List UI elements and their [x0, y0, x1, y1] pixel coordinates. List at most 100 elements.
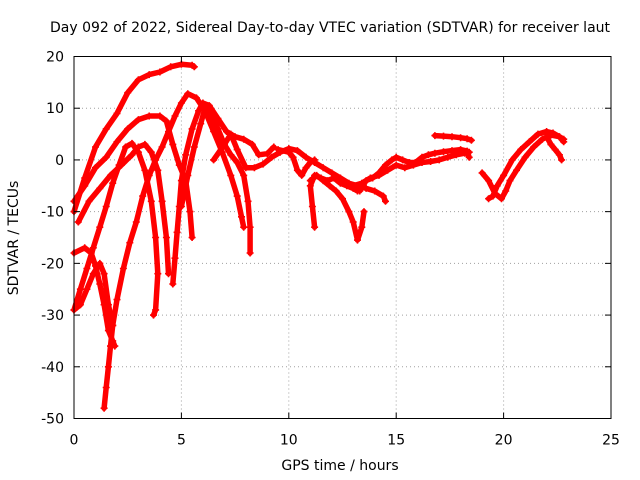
series-arc-6	[70, 259, 117, 329]
data-point	[547, 140, 555, 148]
axes: -50 -40 -30 -20 -10 0 10 20 0 5 10 15 20 25	[41, 50, 620, 449]
data-point	[190, 63, 198, 71]
data-point	[134, 116, 142, 124]
data-point	[122, 143, 130, 151]
data-point	[255, 151, 263, 159]
data-point	[493, 182, 501, 190]
y-tick-label: 0	[55, 153, 64, 169]
series-arc-11	[274, 146, 319, 179]
data-point	[227, 151, 235, 159]
data-point	[379, 192, 387, 200]
data-point	[162, 234, 170, 241]
data-point	[147, 197, 155, 205]
data-point	[141, 166, 149, 174]
data-point	[173, 228, 181, 236]
data-point	[109, 321, 117, 329]
data-point	[502, 187, 510, 195]
data-point	[382, 197, 389, 205]
series-line	[178, 105, 253, 256]
data-point	[113, 296, 121, 304]
series-arc-16	[431, 132, 475, 144]
data-point	[152, 234, 160, 241]
plot-area	[70, 60, 568, 412]
data-point	[308, 203, 316, 210]
data-point	[100, 270, 108, 278]
series-line	[71, 260, 116, 329]
data-point	[332, 187, 340, 195]
y-tick-label: -20	[41, 256, 64, 272]
data-point	[171, 254, 179, 262]
data-point	[375, 169, 383, 177]
data-point	[158, 197, 166, 205]
y-tick-label: -10	[41, 205, 64, 221]
data-point	[188, 125, 196, 133]
data-point	[227, 130, 235, 138]
y-tick-label: 10	[46, 101, 64, 117]
data-point	[298, 171, 306, 179]
series-line	[170, 100, 277, 287]
data-point	[358, 223, 366, 231]
data-point	[274, 146, 282, 154]
data-point	[96, 280, 104, 288]
data-point	[349, 218, 357, 226]
data-point	[457, 146, 465, 154]
data-point	[349, 182, 357, 190]
data-point	[311, 223, 319, 231]
data-point	[126, 239, 134, 247]
data-point	[119, 265, 127, 272]
data-point	[328, 169, 336, 177]
data-point	[201, 104, 209, 112]
data-point	[74, 218, 82, 226]
data-point	[302, 164, 310, 172]
data-point	[440, 132, 447, 140]
data-point	[530, 143, 538, 151]
data-point	[371, 187, 379, 195]
data-point	[362, 177, 370, 185]
data-point	[268, 153, 276, 161]
data-point	[89, 244, 97, 252]
data-point	[248, 140, 256, 148]
data-point	[343, 182, 351, 190]
data-point	[354, 236, 361, 244]
series-arc-18	[485, 128, 568, 203]
y-axis-label: SDTVAR / TECUs	[6, 181, 22, 296]
data-point	[81, 244, 89, 252]
data-point	[306, 159, 314, 166]
data-point	[186, 208, 194, 216]
data-point	[76, 301, 84, 309]
x-tick-label: 15	[387, 433, 405, 449]
data-point	[339, 195, 346, 203]
x-axis-label: GPS time / hours	[281, 458, 398, 474]
data-point	[139, 192, 147, 200]
data-point	[392, 153, 400, 161]
x-tick-label: 25	[602, 433, 620, 449]
data-point	[388, 156, 396, 164]
data-point	[412, 159, 419, 166]
data-point	[424, 151, 432, 159]
data-point	[96, 184, 104, 192]
data-point	[551, 146, 559, 154]
data-point	[444, 153, 452, 161]
data-point	[195, 107, 203, 115]
data-point	[85, 197, 93, 205]
data-point	[192, 94, 200, 102]
data-point	[134, 76, 142, 84]
data-point	[233, 159, 241, 166]
data-point	[289, 153, 297, 161]
data-point	[293, 166, 301, 174]
x-tick-label: 20	[495, 433, 513, 449]
data-point	[401, 164, 409, 172]
data-point	[369, 174, 377, 182]
data-point	[431, 149, 439, 157]
data-point	[124, 125, 132, 133]
data-point	[435, 156, 443, 164]
data-point	[177, 99, 185, 107]
data-point	[233, 146, 241, 154]
data-point	[317, 174, 325, 182]
data-point	[543, 133, 551, 141]
data-point	[399, 156, 407, 164]
data-point	[190, 143, 198, 151]
data-point	[555, 133, 563, 141]
data-point	[104, 301, 112, 309]
data-point	[165, 270, 172, 278]
